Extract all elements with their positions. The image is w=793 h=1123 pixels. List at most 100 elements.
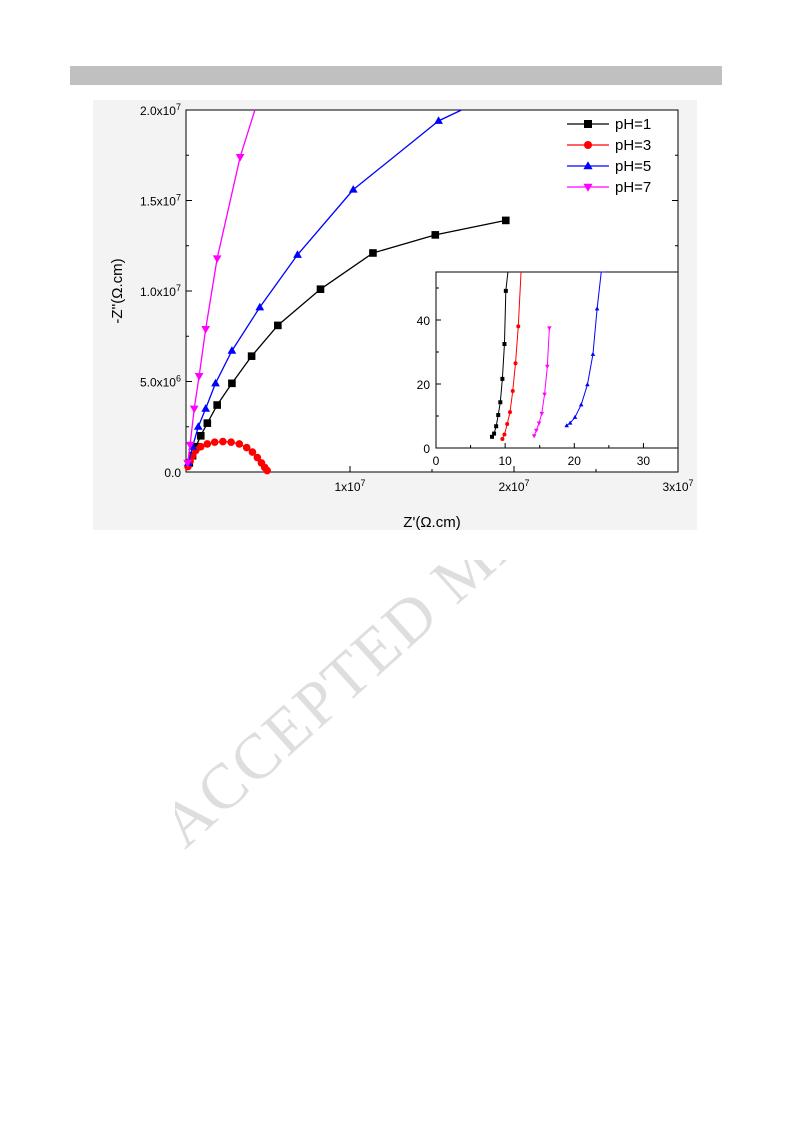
data-point: [434, 116, 443, 124]
data-point: [348, 185, 358, 193]
inset-series-pH=5: [564, 271, 605, 428]
inset-data-point: [502, 342, 507, 346]
inset-plot-area: [435, 271, 679, 449]
data-point: [196, 442, 205, 451]
x-tick-label: 3x107: [662, 478, 693, 494]
inset-series-pH=3: [500, 271, 522, 442]
data-point: [196, 432, 205, 440]
inset-data-point: [502, 432, 507, 437]
data-point: [263, 466, 271, 475]
inset-data-point: [507, 410, 512, 415]
inset-data-point: [547, 326, 552, 331]
inset-data-point: [500, 437, 505, 442]
inset-data-point: [498, 400, 503, 405]
legend-label: pH=1: [615, 116, 651, 133]
inset-data-point: [567, 420, 573, 425]
inset-y-tick-label: 40: [417, 314, 431, 328]
y-axis-title: -Z''(Ω.cm): [109, 258, 126, 323]
inset-data-point: [533, 428, 539, 433]
data-point: [293, 250, 302, 258]
inset-data-point: [585, 382, 590, 387]
data-point: [211, 378, 220, 387]
data-point: [248, 448, 257, 456]
data-point: [253, 453, 262, 462]
data-point: [183, 459, 193, 468]
data-point: [193, 422, 203, 430]
legend-marker: [583, 183, 593, 192]
inset-data-point: [564, 423, 569, 428]
data-point: [431, 231, 440, 239]
inset-data-point: [513, 361, 518, 366]
x-axis-title: Z'(Ω.cm): [403, 514, 460, 531]
inset-data-point: [510, 389, 515, 394]
inset-y-tick-label: 20: [417, 378, 431, 392]
legend-marker: [584, 141, 592, 149]
data-point: [235, 440, 244, 448]
inset-data-point: [539, 411, 545, 416]
data-point: [369, 249, 377, 257]
inset-data-point: [494, 424, 499, 429]
data-point: [274, 321, 282, 330]
data-point: [235, 154, 245, 162]
legend-label: pH=5: [615, 158, 651, 175]
inset-data-point: [496, 413, 501, 418]
data-point: [502, 216, 510, 225]
data-point: [212, 255, 222, 263]
inset-data-point: [503, 288, 508, 293]
x-tick-label: 1x107: [334, 478, 365, 494]
data-point: [255, 302, 265, 311]
y-tick-label: 0.0: [164, 466, 181, 480]
y-tick-label: 1.0x107: [140, 283, 181, 299]
inset-x-tick-label: 30: [637, 454, 651, 468]
legend: pH=1 pH=3 pH=5 pH=7: [567, 116, 651, 196]
data-point: [227, 438, 235, 446]
y-tick-label: 2.0x107: [140, 102, 181, 118]
data-point: [213, 401, 221, 409]
inset-data-point: [516, 324, 521, 329]
inset-x-tick-label: 0: [433, 454, 440, 468]
inset-series-pH=1: [490, 271, 509, 439]
data-point: [189, 405, 199, 414]
data-point: [242, 443, 251, 452]
inset-data-point: [500, 376, 505, 381]
series-pH=5: [184, 109, 462, 466]
x-tick-label: 2x107: [498, 478, 529, 494]
legend-label: pH=3: [615, 137, 651, 154]
series-pH=7: [183, 109, 256, 468]
inset-series-pH=7: [531, 326, 552, 439]
data-point: [201, 404, 211, 412]
y-tick-label: 5.0x106: [140, 374, 181, 390]
series-line: [186, 109, 256, 464]
data-point: [203, 440, 212, 448]
y-tick-label: 1.5x107: [140, 193, 181, 209]
data-point: [228, 379, 236, 388]
data-point: [210, 438, 219, 446]
inset-data-point: [505, 422, 510, 426]
legend-marker: [583, 161, 593, 170]
inset-data-point: [590, 351, 596, 356]
inset-data-point: [492, 431, 497, 436]
inset-x-tick-label: 10: [498, 454, 512, 468]
legend-marker: [584, 120, 592, 128]
inset-x-tick-label: 20: [568, 454, 582, 468]
data-point: [219, 437, 227, 446]
inset-y-tick-label: 0: [423, 442, 430, 456]
inset-series-group: [490, 271, 605, 442]
data-point: [247, 352, 256, 360]
legend-label: pH=7: [615, 179, 651, 196]
main-series-group: [183, 109, 510, 475]
inset-data-point: [545, 364, 550, 369]
header-bar: [70, 66, 722, 85]
inset-data-point: [490, 434, 495, 439]
data-point: [203, 419, 212, 427]
data-point: [201, 325, 211, 334]
inset-data-point: [542, 392, 547, 397]
inset-data-point: [594, 306, 600, 311]
inset-data-point: [531, 434, 537, 439]
inset-data-point: [578, 402, 584, 407]
inset-data-point: [572, 414, 578, 419]
data-point: [185, 441, 195, 450]
data-point: [194, 373, 204, 381]
inset-axes: 0 10 20 30 0 20 40: [417, 287, 651, 468]
